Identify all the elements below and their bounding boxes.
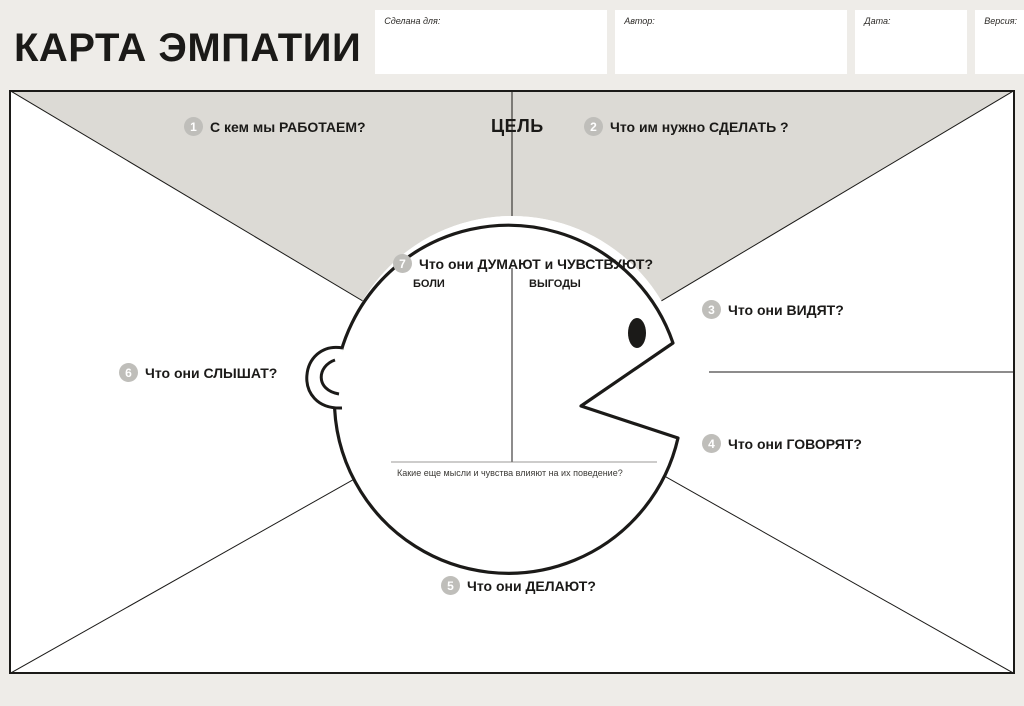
meta-card-date[interactable]: Дата: (855, 10, 967, 74)
meta-row: Сделана для: Автор: Дата: Версия: (375, 10, 1024, 74)
section-6: 6 Что они СЛЫШАТ? (119, 363, 277, 382)
section-3: 3 Что они ВИДЯТ? (702, 300, 844, 319)
section-4-text: Что они ГОВОРЯТ? (728, 436, 862, 452)
section-3-text: Что они ВИДЯТ? (728, 302, 844, 318)
header: КАРТА ЭМПАТИИ Сделана для: Автор: Дата: … (0, 0, 1024, 90)
section-1: 1 С кем мы РАБОТАЕМ? (184, 117, 366, 136)
badge-6: 6 (119, 363, 138, 382)
meta-label-for: Сделана для: (384, 16, 598, 26)
badge-1: 1 (184, 117, 203, 136)
badge-2: 2 (584, 117, 603, 136)
section-5: 5 Что они ДЕЛАЮТ? (441, 576, 596, 595)
meta-label-version: Версия: (984, 16, 1024, 26)
ear-icon (307, 347, 343, 408)
meta-label-author: Автор: (624, 16, 838, 26)
eye-icon (628, 318, 646, 348)
page-title: КАРТА ЭМПАТИИ (14, 10, 361, 68)
inside-right-label: ВЫГОДЫ (529, 278, 581, 290)
section-1-text: С кем мы РАБОТАЕМ? (210, 119, 366, 135)
section-2: 2 Что им нужно СДЕЛАТЬ ? (584, 117, 789, 136)
meta-card-for[interactable]: Сделана для: (375, 10, 607, 74)
meta-label-date: Дата: (864, 16, 958, 26)
badge-4: 4 (702, 434, 721, 453)
badge-5: 5 (441, 576, 460, 595)
section-4: 4 Что они ГОВОРЯТ? (702, 434, 862, 453)
inside-footnote: Какие еще мысли и чувства влияют на их п… (397, 468, 623, 478)
meta-card-author[interactable]: Автор: (615, 10, 847, 74)
empathy-diagram: ЦЕЛЬ 1 С кем мы РАБОТАЕМ? 2 Что им нужно… (9, 90, 1015, 674)
inside-left-label: БОЛИ (413, 278, 445, 290)
section-2-text: Что им нужно СДЕЛАТЬ ? (610, 119, 789, 135)
section-7: 7 Что они ДУМАЮТ и ЧУВСТВУЮТ? (393, 254, 653, 273)
badge-7: 7 (393, 254, 412, 273)
section-7-text: Что они ДУМАЮТ и ЧУВСТВУЮТ? (419, 256, 653, 272)
meta-card-version[interactable]: Версия: (975, 10, 1024, 74)
center-goal-label: ЦЕЛЬ (491, 116, 544, 137)
badge-3: 3 (702, 300, 721, 319)
section-6-text: Что они СЛЫШАТ? (145, 365, 277, 381)
section-5-text: Что они ДЕЛАЮТ? (467, 578, 596, 594)
